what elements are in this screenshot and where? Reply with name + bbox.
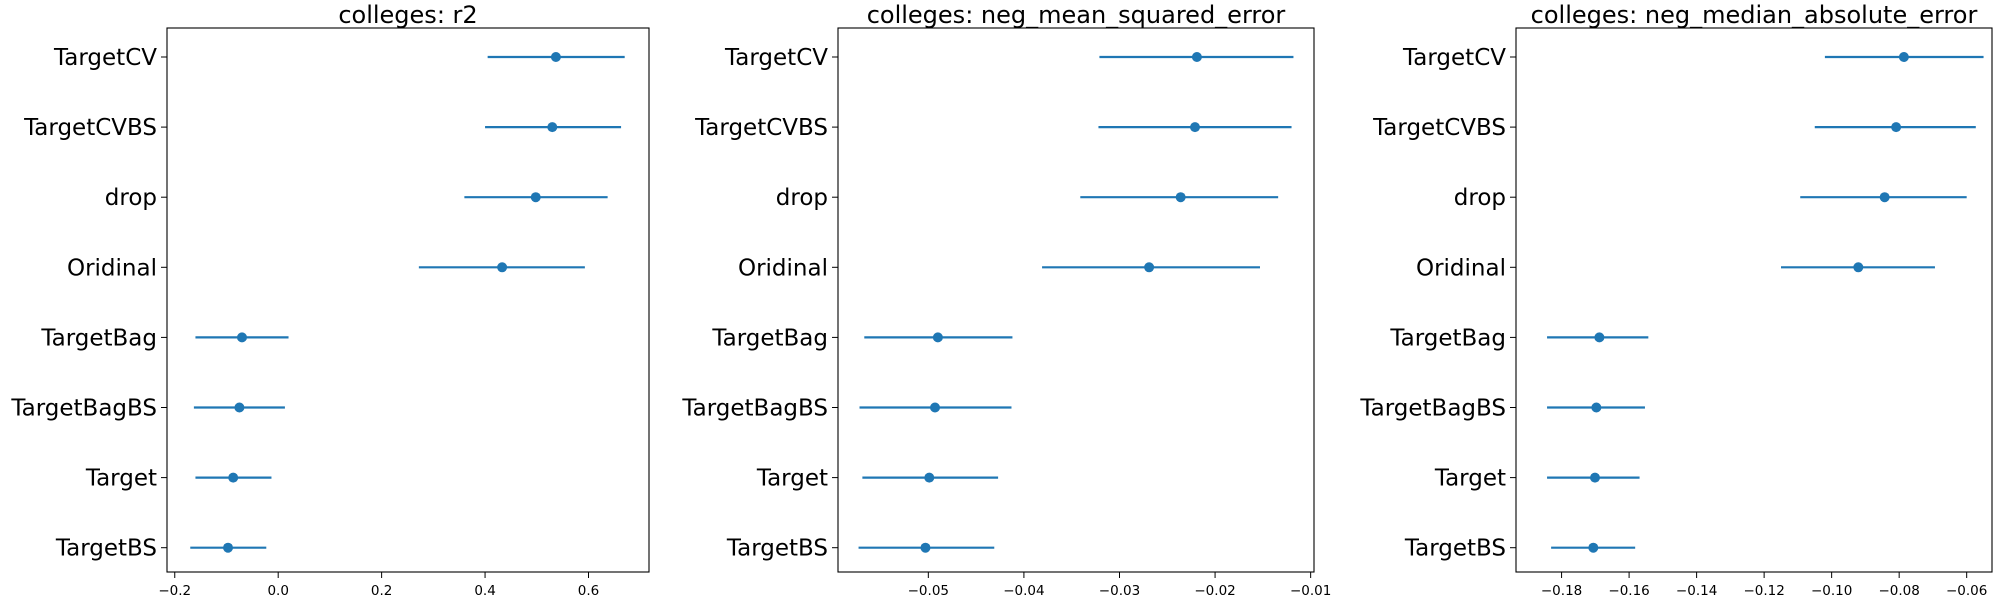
x-tick-label: 0.2 <box>371 583 392 599</box>
mean-point <box>1898 52 1909 62</box>
x-tick-label: −0.02 <box>1194 583 1235 599</box>
axes-frame <box>837 27 1315 573</box>
x-tick-label: −0.03 <box>1099 583 1140 599</box>
mean-point <box>1588 542 1599 553</box>
mean-point <box>547 122 558 133</box>
x-tick-label: −0.14 <box>1676 583 1717 599</box>
x-tick-label: −0.06 <box>1946 583 1987 599</box>
mean-point <box>550 52 561 62</box>
mean-point <box>234 402 245 413</box>
mean-point <box>920 542 931 553</box>
x-tick-label: −0.05 <box>908 583 949 599</box>
y-tick-label: TargetBagBS <box>1359 396 1506 422</box>
y-tick-label: TargetBS <box>1404 536 1506 562</box>
chart-panel-1: colleges: r2 −0.2 0.0 0.2 0.4 0.6 TargetCV Targ… <box>10 1 650 599</box>
x-tick-label: −0.12 <box>1743 583 1784 599</box>
y-tick-label: TargetCVBS <box>23 115 157 141</box>
x-tick-label: 0.6 <box>578 583 599 599</box>
x-tick-label: −0.2 <box>158 583 191 599</box>
y-tick-label: TargetCV <box>53 45 157 71</box>
mean-point <box>924 472 935 483</box>
x-tick-label: −0.10 <box>1811 583 1852 599</box>
chart-title: colleges: r2 <box>338 1 477 29</box>
mean-point <box>236 332 247 343</box>
y-tick-label: Oridinal <box>738 255 828 281</box>
x-tick-label: −0.16 <box>1608 583 1649 599</box>
y-tick-label: TargetCVBS <box>694 115 828 141</box>
y-tick-label: TargetCV <box>1402 45 1506 71</box>
mean-point <box>228 472 239 483</box>
mean-point <box>1144 262 1155 273</box>
mean-point <box>1879 192 1890 203</box>
y-tick-label: TargetBagBS <box>681 396 828 422</box>
y-tick-label: TargetBag <box>40 325 157 351</box>
y-tick-label: drop <box>1454 185 1506 211</box>
mean-point <box>1589 472 1600 483</box>
axes-frame <box>1515 27 1993 573</box>
mean-point <box>497 262 508 273</box>
y-tick-label: Target <box>1434 466 1506 492</box>
chart-panel-3: colleges: neg_median_absolute_error −0.18… <box>1359 1 1993 599</box>
mean-point <box>932 332 943 343</box>
x-tick-label: −0.01 <box>1290 583 1331 599</box>
y-tick-label: Target <box>756 466 828 492</box>
y-tick-label: TargetBag <box>711 325 828 351</box>
y-tick-label: TargetCV <box>724 45 828 71</box>
y-tick-label: TargetBagBS <box>10 396 157 422</box>
y-tick-label: Target <box>85 466 157 492</box>
y-tick-label: TargetBag <box>1389 325 1506 351</box>
y-tick-label: TargetCVBS <box>1372 115 1506 141</box>
x-tick-label: −0.08 <box>1878 583 1919 599</box>
chart-title: colleges: neg_mean_squared_error <box>867 1 1286 29</box>
mean-point <box>930 402 941 413</box>
mean-point <box>1175 192 1186 203</box>
y-tick-label: drop <box>105 185 157 211</box>
mean-point <box>1891 122 1902 133</box>
y-tick-label: Oridinal <box>1416 255 1506 281</box>
mean-point <box>223 542 234 553</box>
y-tick-label: Oridinal <box>67 255 157 281</box>
axes-frame <box>166 27 650 573</box>
x-tick-label: 0.4 <box>474 583 495 599</box>
chart-title: colleges: neg_median_absolute_error <box>1531 1 1978 29</box>
mean-point <box>1853 262 1864 273</box>
chart-panel-2: colleges: neg_mean_squared_error −0.05 −0.… <box>681 1 1331 599</box>
y-tick-label: TargetBS <box>55 536 157 562</box>
y-tick-label: TargetBS <box>726 536 828 562</box>
x-tick-label: −0.18 <box>1541 583 1582 599</box>
mean-point <box>1191 52 1202 62</box>
mean-point <box>530 192 541 203</box>
x-tick-label: −0.04 <box>1003 583 1044 599</box>
mean-point <box>1190 122 1200 133</box>
x-tick-label: 0.0 <box>267 583 288 599</box>
y-tick-label: drop <box>776 185 828 211</box>
mean-point <box>1591 402 1602 413</box>
mean-point <box>1594 332 1605 343</box>
